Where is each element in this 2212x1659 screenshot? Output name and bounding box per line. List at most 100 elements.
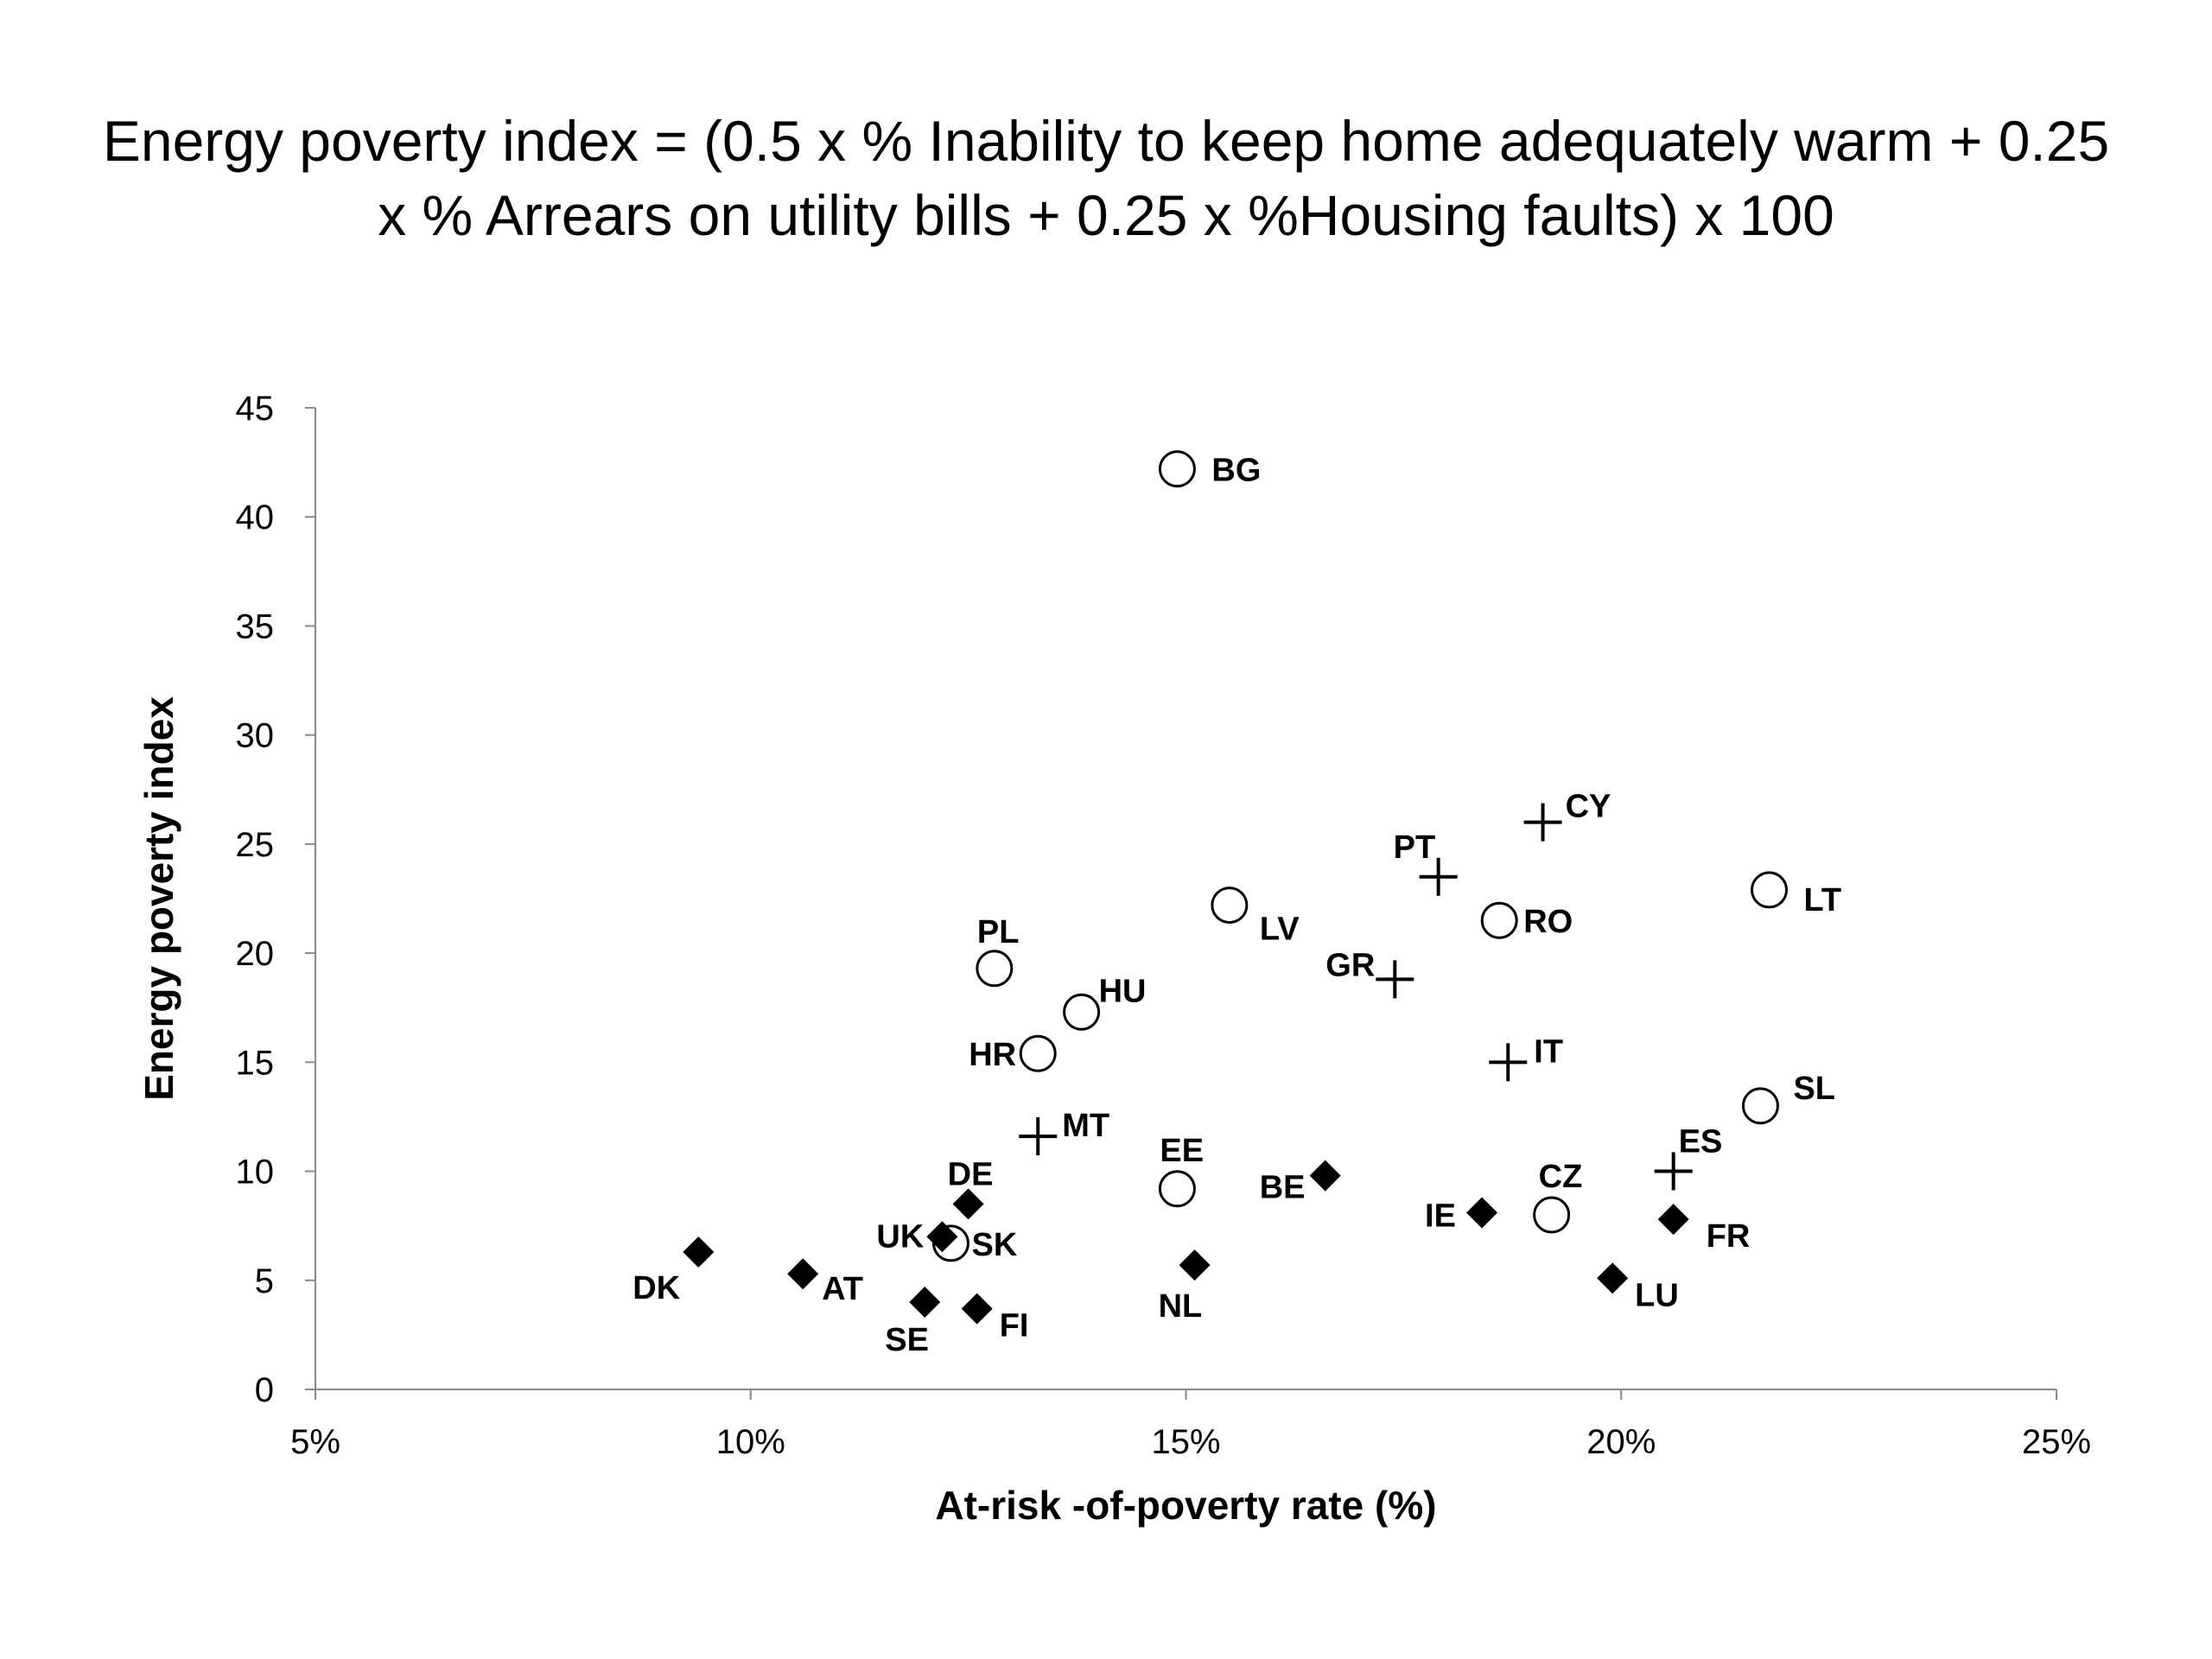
- plus-marker: [1654, 1152, 1693, 1191]
- point-label: IT: [1534, 1033, 1563, 1070]
- diamond-marker: [1309, 1160, 1341, 1192]
- data-point-mt: MT: [1019, 1108, 1109, 1156]
- diamond-marker: [961, 1293, 993, 1325]
- y-tick-label: 10: [236, 1154, 275, 1192]
- y-axis-title: Energy poverty index: [137, 696, 181, 1101]
- open-circle-marker: [976, 950, 1014, 988]
- data-point-hu: HU: [1063, 973, 1147, 1031]
- point-label: ES: [1679, 1124, 1723, 1160]
- x-tick-label: 10%: [716, 1423, 785, 1461]
- y-tick-label: 0: [255, 1371, 274, 1409]
- y-tick-label: 40: [236, 499, 275, 537]
- data-point-lu: LU: [1597, 1262, 1679, 1313]
- plus-marker: [1523, 803, 1562, 842]
- tick-labels: 0 5 10 15 20 25 30 35 40 45 5% 10% 15% 20% 25%: [236, 390, 2092, 1461]
- diamond-marker: [909, 1287, 941, 1319]
- point-label: BE: [1260, 1170, 1306, 1206]
- point-label: RO: [1523, 904, 1573, 940]
- point-label: SE: [885, 1322, 929, 1358]
- point-label: HU: [1099, 973, 1147, 1009]
- data-point-uk: UK: [876, 1218, 958, 1255]
- x-axis-title: At-risk -of-poverty rate (%): [935, 1483, 1436, 1528]
- open-circle-marker: [1741, 1087, 1779, 1125]
- point-label: SL: [1793, 1071, 1835, 1107]
- y-tick-label: 20: [236, 935, 275, 973]
- point-label: AT: [822, 1271, 863, 1307]
- data-point-sl: SL: [1741, 1071, 1835, 1125]
- y-tick-label: 30: [236, 717, 275, 755]
- data-point-ie: IE: [1425, 1197, 1498, 1235]
- open-circle-marker: [1063, 993, 1101, 1031]
- open-circle-marker: [1158, 450, 1196, 488]
- diamond-marker: [787, 1258, 819, 1290]
- diamond-marker: [926, 1221, 958, 1253]
- point-label: DK: [632, 1270, 680, 1306]
- point-label: FI: [1000, 1308, 1029, 1344]
- point-label: LT: [1804, 882, 1842, 918]
- point-label: GR: [1325, 947, 1375, 983]
- plus-marker: [1376, 960, 1414, 999]
- data-point-gr: GR: [1325, 947, 1414, 999]
- x-tick-label: 15%: [1151, 1423, 1220, 1461]
- chart-title-line-2: x % Arrears on utility bills + 0.25 x %H…: [378, 183, 1834, 247]
- x-tick-label: 5%: [290, 1423, 340, 1461]
- data-point-pt: PT: [1394, 830, 1458, 896]
- data-point-ee: EE: [1158, 1133, 1204, 1208]
- y-tick-label: 15: [236, 1044, 275, 1082]
- chart-title-line-1: Energy poverty index = (0.5 x % Inabilit…: [102, 109, 2110, 173]
- diamond-marker: [952, 1188, 984, 1220]
- axes: [305, 407, 2057, 1400]
- data-point-dk: DK: [632, 1236, 715, 1306]
- point-label: SK: [971, 1227, 1017, 1263]
- point-label: LV: [1260, 912, 1300, 948]
- y-tick-label: 25: [236, 826, 275, 864]
- point-label: PL: [977, 914, 1020, 950]
- data-point-lv: LV: [1211, 887, 1300, 948]
- data-point-lt: LT: [1751, 871, 1842, 918]
- point-label: MT: [1062, 1108, 1109, 1144]
- point-label: LU: [1635, 1277, 1679, 1313]
- data-point-nl: NL: [1159, 1249, 1211, 1325]
- open-circle-marker: [1533, 1196, 1571, 1234]
- data-point-fr: FR: [1657, 1204, 1751, 1255]
- data-point-cy: CY: [1523, 789, 1611, 842]
- chart-title: Energy poverty index = (0.5 x % Inabilit…: [0, 104, 2212, 252]
- plus-marker: [1419, 857, 1458, 896]
- y-tick-label: 5: [255, 1262, 274, 1300]
- data-point-at: AT: [787, 1258, 863, 1307]
- x-tick-label: 25%: [2022, 1423, 2091, 1461]
- open-circle-marker: [1158, 1170, 1196, 1208]
- data-point-fi: FI: [961, 1293, 1029, 1344]
- y-tick-label: 35: [236, 607, 275, 645]
- point-label: HR: [969, 1037, 1016, 1073]
- diamond-marker: [1466, 1197, 1498, 1229]
- data-point-es: ES: [1654, 1124, 1723, 1191]
- point-label: DE: [948, 1156, 994, 1192]
- data-point-ro: RO: [1480, 901, 1573, 940]
- data-points: BG LT LV RO PL HU HR SL EE CZ SK CY PT GR IT ES MT DE BE IE…: [632, 450, 1842, 1358]
- data-point-bg: BG: [1158, 450, 1261, 489]
- point-label: CY: [1566, 789, 1611, 825]
- x-tick-label: 20%: [1586, 1423, 1656, 1461]
- data-point-se: SE: [885, 1287, 941, 1358]
- point-label: FR: [1707, 1218, 1751, 1255]
- data-point-pl: PL: [976, 914, 1020, 988]
- point-label: UK: [876, 1218, 924, 1255]
- data-point-be: BE: [1260, 1160, 1341, 1206]
- plus-marker: [1019, 1117, 1058, 1156]
- point-label: NL: [1159, 1288, 1203, 1325]
- point-label: IE: [1425, 1198, 1456, 1235]
- open-circle-marker: [1211, 887, 1249, 925]
- data-point-de: DE: [948, 1156, 994, 1220]
- point-label: CZ: [1539, 1159, 1583, 1195]
- point-label: PT: [1394, 830, 1436, 866]
- diamond-marker: [1657, 1204, 1689, 1236]
- open-circle-marker: [1751, 871, 1789, 909]
- point-label: EE: [1160, 1133, 1204, 1169]
- data-point-it: IT: [1489, 1033, 1563, 1082]
- y-tick-label: 45: [236, 390, 275, 428]
- plus-marker: [1489, 1043, 1528, 1082]
- open-circle-marker: [1019, 1034, 1057, 1072]
- diamond-marker: [683, 1236, 715, 1268]
